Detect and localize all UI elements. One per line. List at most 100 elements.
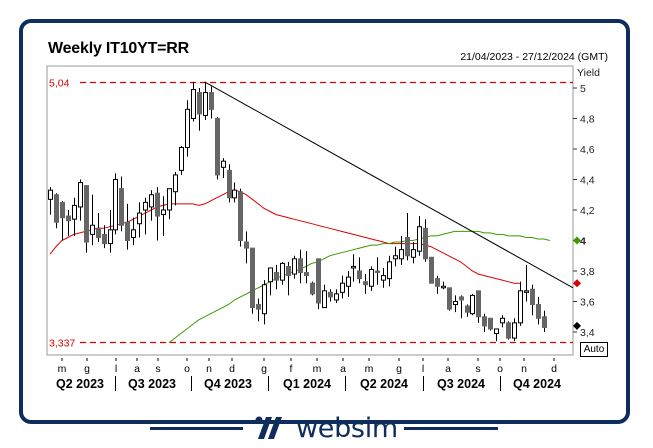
- candle: [227, 169, 232, 199]
- y-tick-label: 3,6: [580, 297, 595, 309]
- month-label: f: [290, 363, 293, 375]
- quarter-label: Q2 2024: [360, 377, 408, 391]
- candle: [90, 224, 95, 235]
- candle: [351, 265, 356, 269]
- month-label: d: [551, 363, 557, 375]
- candle: [346, 276, 351, 287]
- candle: [417, 226, 422, 252]
- candle: [500, 317, 505, 324]
- candle: [292, 258, 297, 275]
- candle: [185, 108, 190, 148]
- candle: [542, 316, 547, 328]
- candle: [423, 227, 428, 260]
- candle: [60, 201, 65, 219]
- y-axis-label: Yield: [577, 67, 600, 79]
- candle: [137, 212, 142, 225]
- month-label: n: [521, 363, 527, 375]
- price-marker: [573, 321, 581, 330]
- candle: [256, 304, 261, 310]
- candle: [250, 247, 255, 309]
- candle: [536, 304, 541, 319]
- candle: [375, 270, 380, 274]
- candle: [113, 179, 118, 231]
- candle: [387, 261, 392, 280]
- x-axis: m g l a s o n d g f m a m g l a s o n d Q2 2023 Q3 2023 Q4 202…: [56, 358, 561, 391]
- month-label: a: [445, 363, 451, 375]
- candle: [96, 227, 101, 238]
- ma-long-marker: [573, 236, 581, 245]
- candle: [465, 305, 470, 313]
- month-label: m: [365, 363, 374, 375]
- last-value-markers: [573, 236, 581, 330]
- candle: [238, 191, 243, 241]
- month-label: l: [422, 363, 424, 375]
- candle: [102, 233, 107, 245]
- month-label: m: [58, 363, 67, 375]
- candle: [488, 317, 493, 330]
- candle: [72, 204, 77, 220]
- candle: [173, 174, 178, 193]
- candle: [381, 275, 386, 281]
- quarter-label: Q3 2024: [437, 377, 485, 391]
- candle: [328, 291, 333, 298]
- candle: [161, 209, 166, 216]
- trendline[interactable]: [204, 81, 574, 289]
- candle: [334, 293, 339, 301]
- candle: [447, 287, 452, 310]
- brand-logo: websim: [254, 412, 398, 444]
- quarter-label: Q1 2024: [283, 377, 331, 391]
- candle: [441, 285, 446, 289]
- footer: websim: [0, 410, 653, 446]
- month-label: s: [475, 363, 480, 375]
- candle: [78, 182, 83, 208]
- candle: [149, 194, 154, 208]
- candle: [197, 92, 202, 115]
- quarter-label: Q4 2023: [204, 377, 252, 391]
- candle: [286, 265, 291, 277]
- candle: [435, 278, 440, 287]
- candle: [340, 282, 345, 293]
- month-label: o: [497, 363, 503, 375]
- footer-line-right: [404, 427, 498, 430]
- candle: [470, 294, 475, 315]
- candle: [357, 270, 362, 280]
- y-tick-label: 4,2: [580, 205, 595, 217]
- plot-area: [46, 65, 574, 356]
- candle: [524, 290, 529, 293]
- month-label: m: [313, 363, 322, 375]
- candle: [54, 194, 59, 223]
- candle: [179, 146, 184, 171]
- candle: [298, 258, 303, 274]
- candle: [66, 215, 71, 222]
- candle: [411, 249, 416, 258]
- quarter-label: Q4 2024: [513, 377, 561, 391]
- candle: [393, 255, 398, 260]
- candle: [322, 290, 327, 309]
- candle: [143, 201, 148, 211]
- websim-logo-icon: [255, 416, 282, 439]
- month-label: n: [206, 363, 212, 375]
- candle: [518, 290, 523, 324]
- y-tick-label: 4,8: [580, 114, 595, 126]
- level-label: 5,04: [49, 78, 70, 90]
- date-range: 21/04/2023 - 27/12/2024 (GMT): [460, 51, 608, 63]
- candles: [48, 81, 547, 342]
- candle: [167, 188, 172, 211]
- y-tick-label: 4,6: [580, 144, 595, 156]
- ma-short-marker: [573, 279, 581, 288]
- level-label: 3,337: [49, 338, 75, 350]
- candle: [453, 301, 458, 306]
- candle: [459, 296, 464, 301]
- candle: [363, 281, 368, 286]
- y-tick-label: 5: [580, 83, 586, 95]
- quarter-label: Q2 2023: [56, 377, 104, 391]
- candle: [262, 284, 267, 315]
- auto-scale-button[interactable]: Auto: [580, 342, 608, 357]
- candle: [369, 268, 374, 287]
- footer-line-left: [150, 427, 243, 430]
- candle: [405, 236, 410, 257]
- candle: [304, 272, 309, 277]
- month-label: g: [84, 363, 90, 375]
- candle: [530, 288, 535, 306]
